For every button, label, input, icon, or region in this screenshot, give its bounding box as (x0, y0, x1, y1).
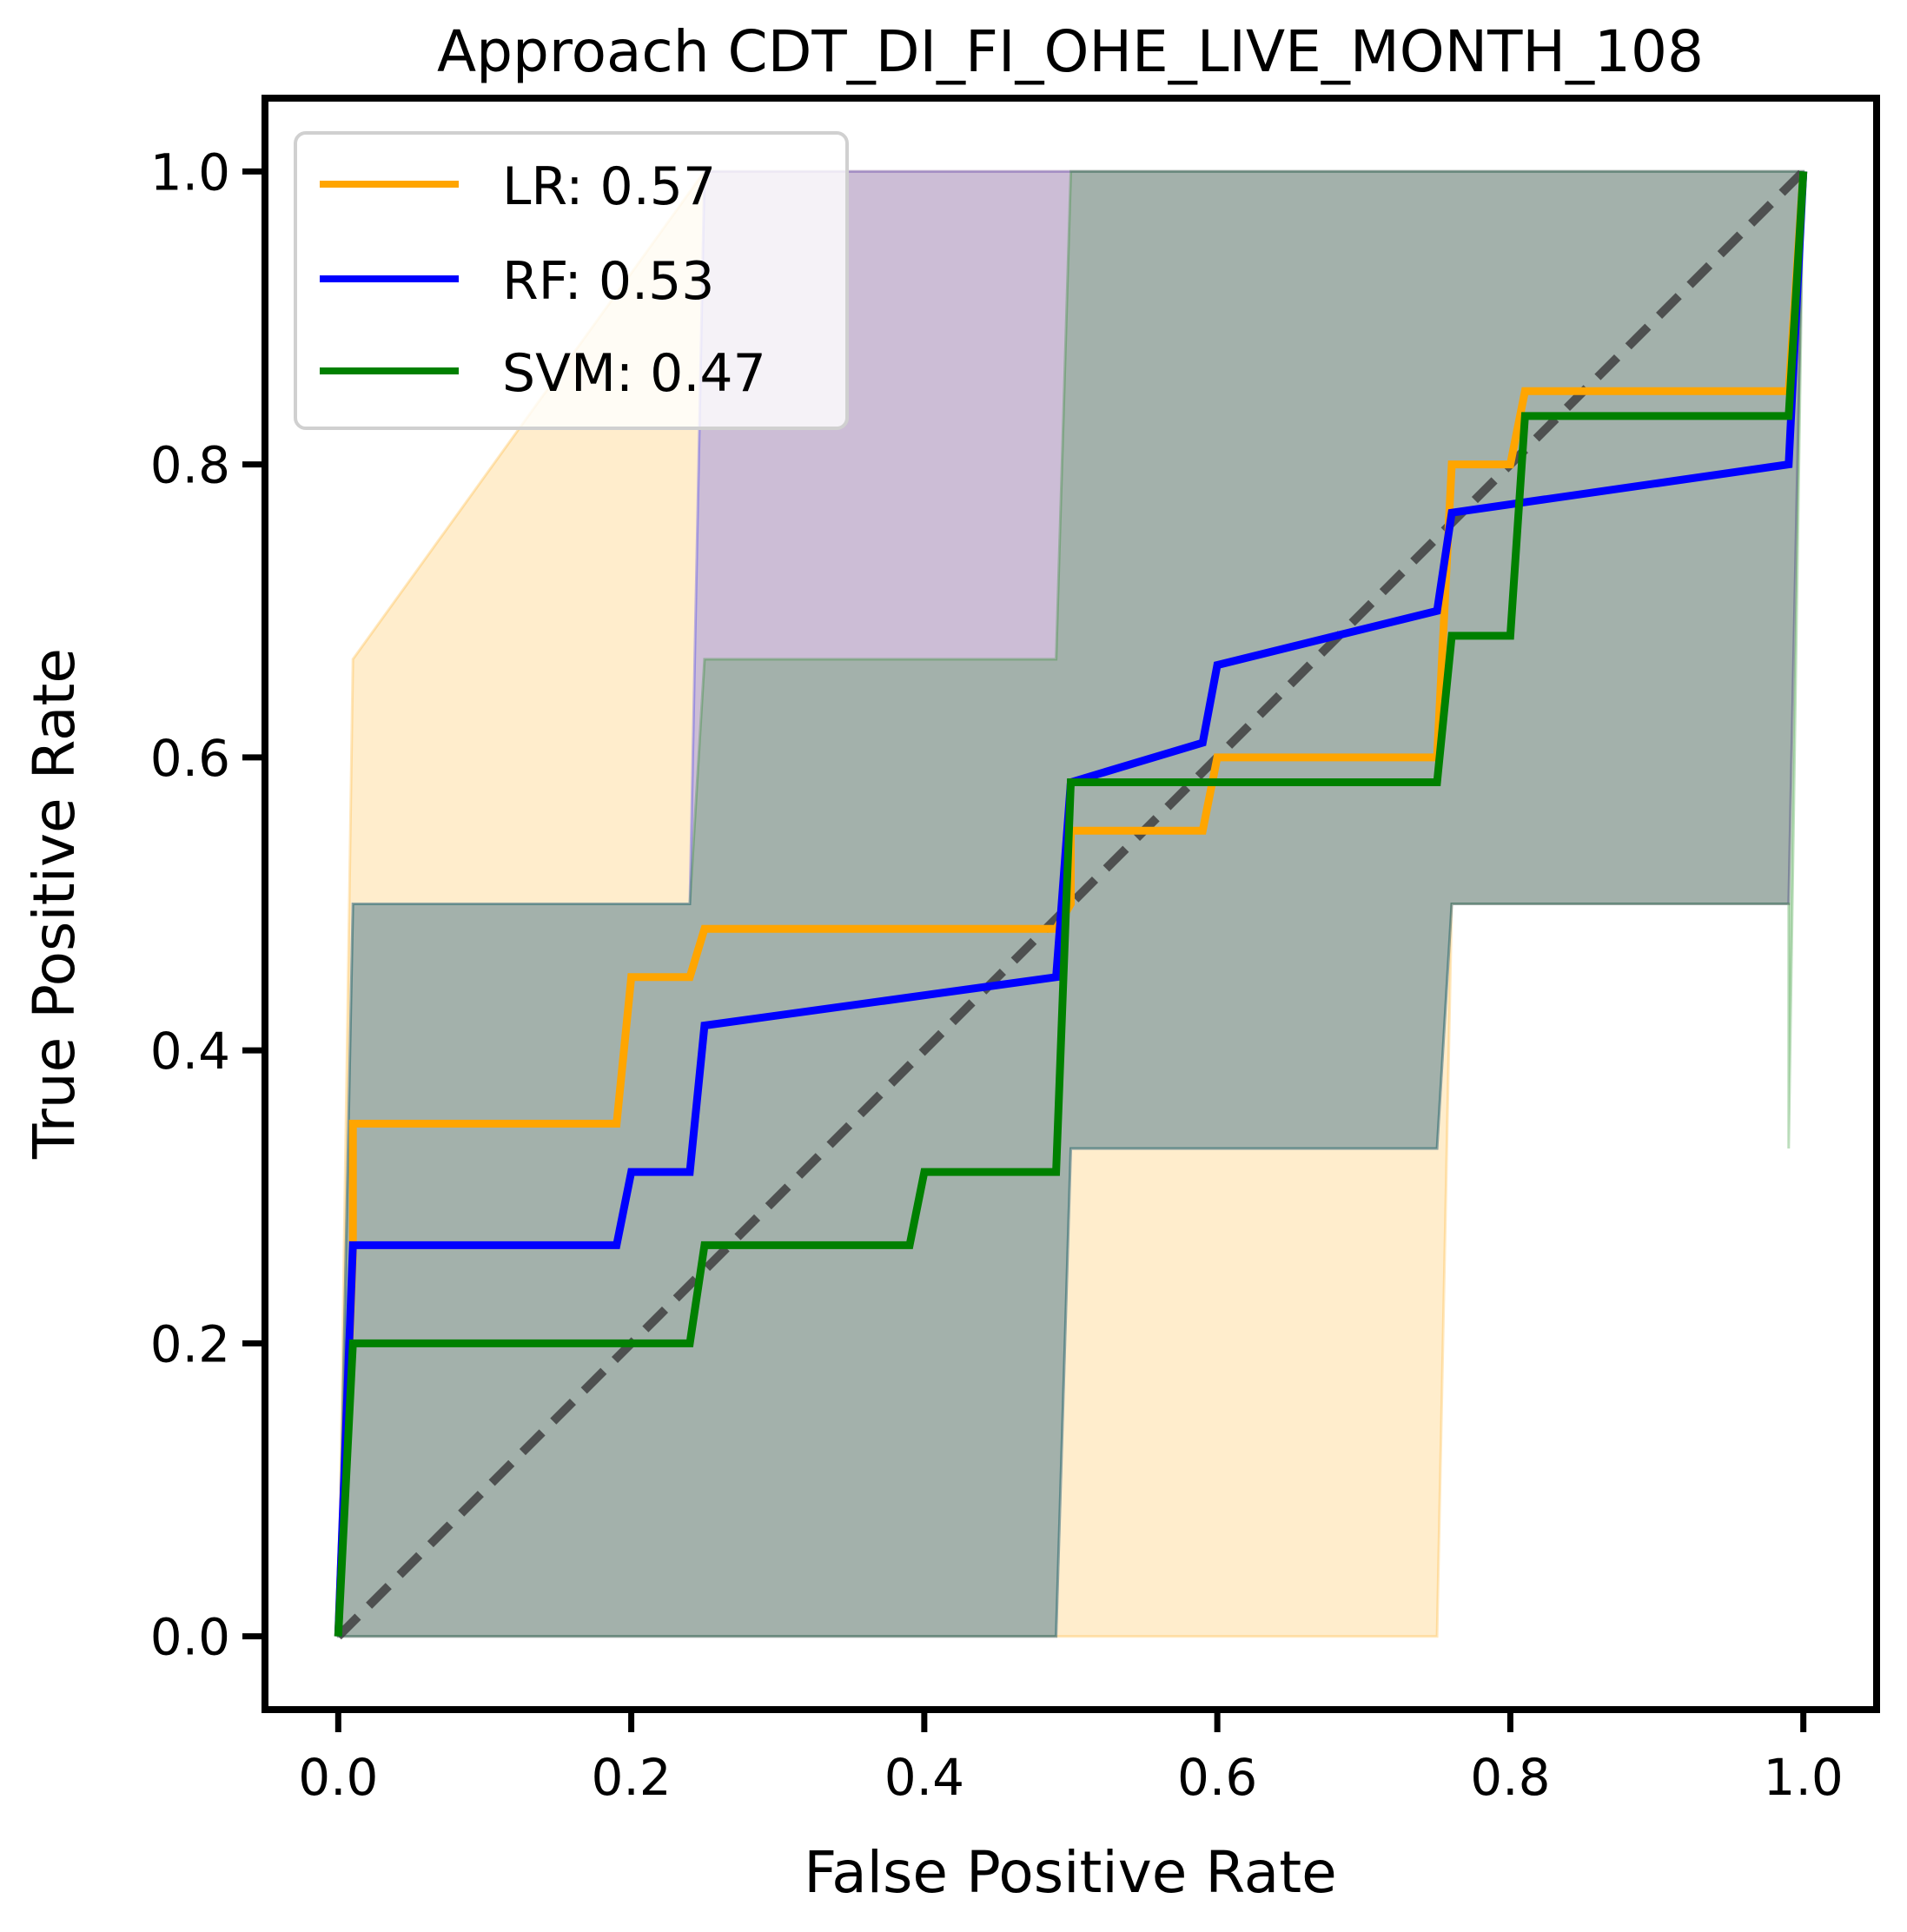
y-axis-ticks: 0.0 0.2 0.4 0.6 0.8 1.0 (150, 142, 265, 1667)
axes-frame (262, 95, 1880, 1713)
legend-label-lr: LR: 0.57 (502, 156, 716, 217)
x-axis-ticks: 0.0 0.2 0.4 0.6 0.8 1.0 (298, 1710, 1844, 1807)
x-tick-label: 0.0 (298, 1748, 378, 1807)
y-tick-label: 0.6 (150, 729, 230, 788)
y-tick-label: 0.0 (150, 1608, 230, 1667)
x-tick-label: 0.8 (1470, 1748, 1550, 1807)
legend-label-svm: SVM: 0.47 (502, 343, 766, 404)
plot-area (334, 168, 1808, 1640)
legend-label-rf: RF: 0.53 (502, 251, 714, 312)
roc-lines (334, 171, 1808, 1637)
x-tick-label: 0.6 (1177, 1748, 1257, 1807)
roc-line-svm (334, 171, 1808, 1637)
y-tick-label: 0.2 (150, 1314, 230, 1373)
y-tick-label: 0.4 (150, 1022, 230, 1081)
legend: LR: 0.57 RF: 0.53 SVM: 0.47 (294, 131, 849, 430)
y-tick-label: 1.0 (150, 142, 230, 202)
y-axis-label: True Positive Rate (21, 648, 88, 1160)
x-tick-label: 0.4 (884, 1748, 964, 1807)
x-axis-label: False Positive Rate (804, 1839, 1336, 1906)
x-tick-label: 1.0 (1764, 1748, 1844, 1807)
chart-title: Approach CDT_DI_FI_OHE_LIVE_MONTH_108 (437, 18, 1704, 85)
y-tick-label: 0.8 (150, 436, 230, 495)
legend-box (294, 131, 849, 430)
x-tick-label: 0.2 (591, 1748, 671, 1807)
